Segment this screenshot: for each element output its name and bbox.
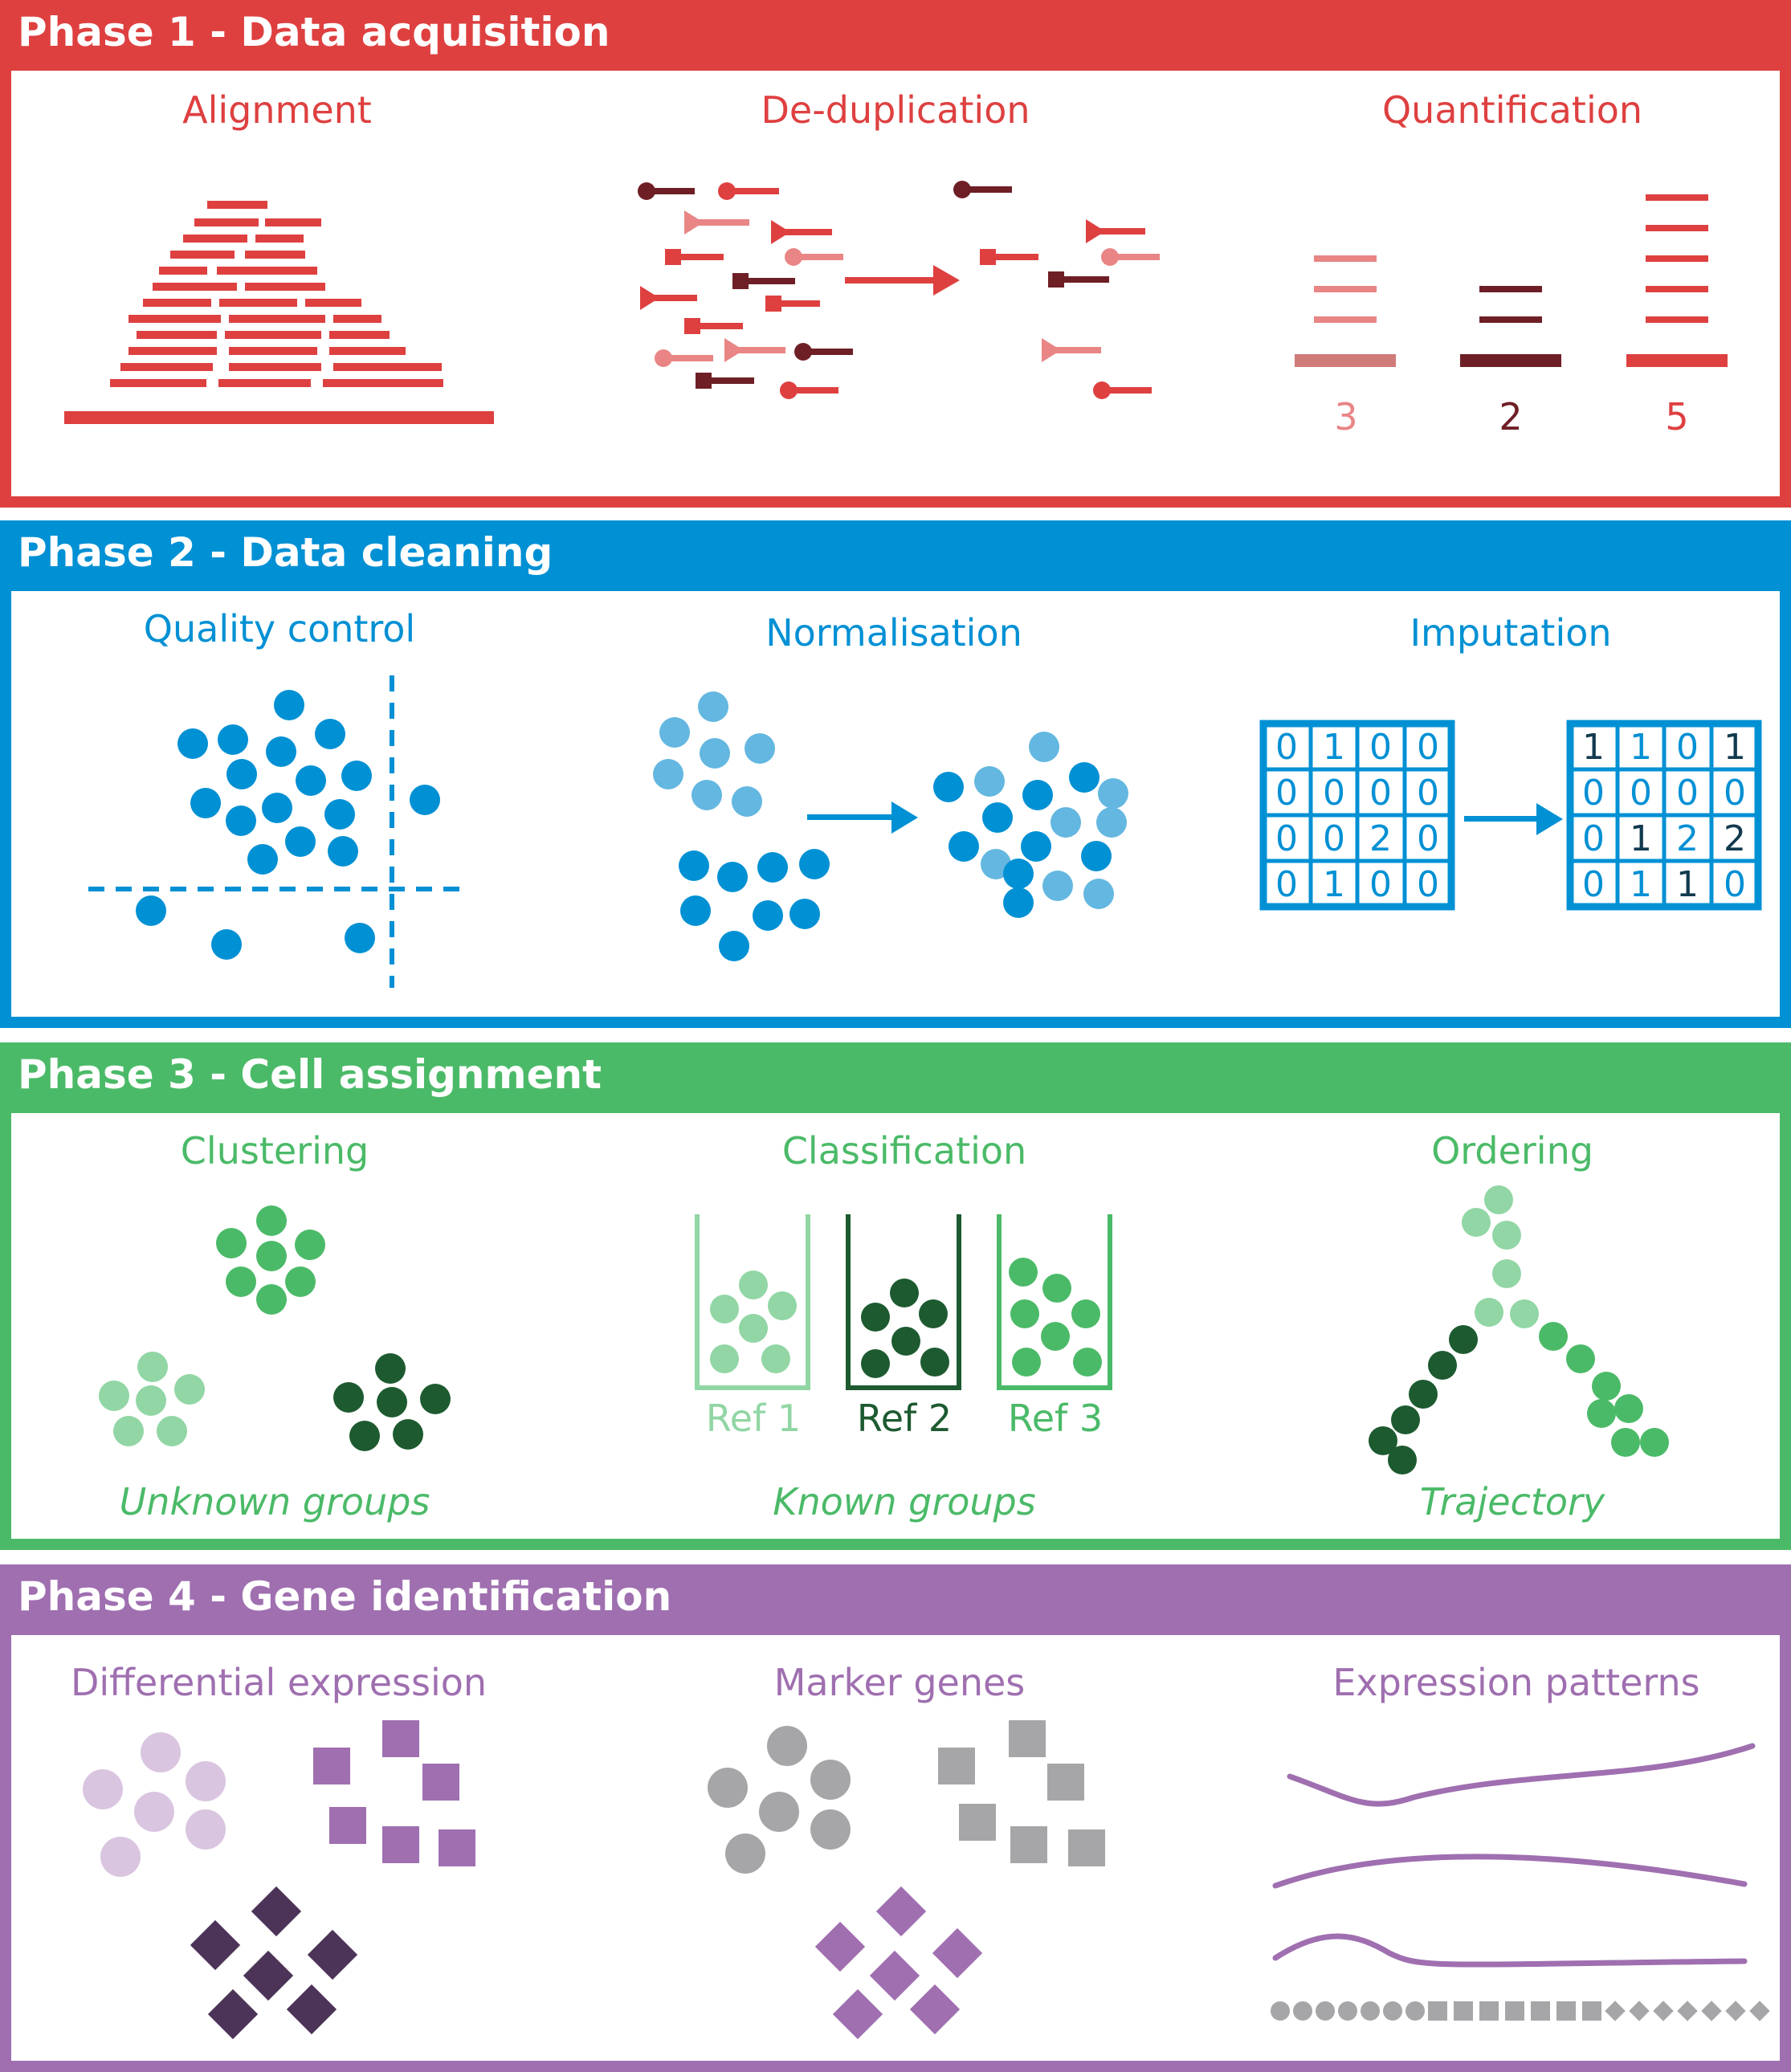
cell-a-0-0: 1 [1582, 727, 1605, 768]
count-3-label: 5 [1665, 395, 1688, 438]
cell-b-3-2: 0 [1369, 864, 1392, 905]
cluster-dark [333, 1353, 451, 1451]
step-clustering-label: Clustering [180, 1129, 369, 1173]
phase-3-panel: Phase 3 - Cell assignment Clustering Cla… [0, 1042, 1791, 1550]
cell-a-3-3: 0 [1724, 864, 1746, 905]
count-2-label: 2 [1499, 395, 1522, 438]
classification-bin-2 [846, 1214, 961, 1390]
marker-squares [938, 1720, 1105, 1866]
ref-2-label: Ref 2 [857, 1397, 952, 1440]
cell-b-0-2: 0 [1369, 727, 1392, 768]
cell-a-1-2: 0 [1676, 773, 1699, 814]
step-deduplication-label: De-duplication [761, 88, 1030, 132]
quantification-stack-1 [1295, 255, 1396, 367]
trajectory-left-branch [1369, 1325, 1478, 1474]
cluster-medium [216, 1205, 325, 1315]
deduplication-reads-before [638, 182, 853, 399]
cell-a-0-1: 1 [1630, 727, 1652, 768]
cell-a-3-0: 0 [1582, 864, 1605, 905]
step-marker-genes-label: Marker genes [773, 1661, 1026, 1704]
count-1-label: 3 [1334, 395, 1357, 438]
classification-bin-3 [997, 1214, 1112, 1390]
quantification-stack-3 [1626, 194, 1728, 367]
ref-1-label: Ref 1 [706, 1397, 801, 1440]
phase-1-panel: Phase 1 - Data acquisition Alignment De-… [0, 0, 1791, 508]
cell-a-2-3: 2 [1724, 818, 1746, 859]
imputation-after-values: 1 1 0 1 0 0 0 0 0 1 2 2 0 1 1 0 [1582, 727, 1746, 905]
cell-a-2-0: 0 [1582, 818, 1605, 859]
cell-b-1-1: 0 [1323, 773, 1345, 814]
de-circles-light [83, 1732, 226, 1877]
phase-3-title: Phase 3 - Cell assignment [18, 1051, 602, 1098]
normalisation-arrow [807, 801, 918, 834]
step-imputation-label: Imputation [1410, 611, 1612, 655]
cell-b-1-2: 0 [1369, 773, 1392, 814]
ref-3-label: Ref 3 [1008, 1397, 1103, 1440]
cell-b-2-2: 2 [1369, 818, 1392, 859]
marker-circles [708, 1726, 851, 1874]
trajectory-right-branch [1539, 1322, 1669, 1457]
normalisation-before [653, 691, 830, 961]
normalisation-after [933, 732, 1128, 918]
cell-b-0-0: 0 [1275, 727, 1298, 768]
alignment-pileup [64, 201, 494, 424]
step-differential-expression-label: Differential expression [70, 1661, 488, 1704]
cell-b-2-3: 0 [1417, 818, 1439, 859]
step-ordering-label: Ordering [1431, 1129, 1593, 1173]
quantification-stack-2 [1460, 286, 1561, 367]
cell-a-2-1: 1 [1630, 818, 1652, 859]
quality-control-scatter [136, 690, 440, 960]
trajectory-stem [1462, 1185, 1539, 1328]
cell-b-3-0: 0 [1275, 864, 1298, 905]
marker-diamonds [814, 1886, 983, 2040]
cell-b-1-3: 0 [1417, 773, 1439, 814]
cell-b-1-0: 0 [1275, 773, 1298, 814]
step-quality-control-label: Quality control [143, 607, 416, 651]
cell-a-3-2: 1 [1676, 864, 1699, 905]
phase-2-title: Phase 2 - Data cleaning [18, 529, 553, 576]
caption-known-groups: Known groups [773, 1480, 1036, 1523]
cell-b-3-3: 0 [1417, 864, 1439, 905]
cell-a-1-1: 0 [1630, 773, 1652, 814]
de-squares [313, 1720, 475, 1866]
cell-a-0-2: 0 [1676, 727, 1699, 768]
step-quantification-label: Quantification [1381, 88, 1643, 132]
imputation-matrix-after [1566, 720, 1762, 911]
quality-control-thresholds [88, 675, 470, 988]
phase-3-illustrations: Ref 1 Ref 2 Ref 3 [99, 1185, 1669, 1474]
step-classification-label: Classification [781, 1129, 1027, 1173]
cell-a-0-3: 1 [1724, 727, 1746, 768]
deduplication-arrow [845, 265, 960, 296]
phase-2-illustrations: 0 1 0 0 0 0 0 0 0 0 2 0 0 1 0 0 1 1 [88, 675, 1762, 988]
phase-1-illustrations: 3 2 5 [64, 181, 1728, 438]
classification-bin-1 [695, 1214, 810, 1390]
phase-4-illustrations [83, 1720, 1770, 2040]
caption-unknown-groups: Unknown groups [119, 1480, 430, 1523]
cell-a-1-0: 0 [1582, 773, 1605, 814]
phase-4-panel: Phase 4 - Gene identification Differenti… [0, 1564, 1791, 2072]
cluster-light [99, 1352, 205, 1446]
de-diamonds [190, 1886, 358, 2040]
cell-b-0-3: 0 [1417, 727, 1439, 768]
step-expression-patterns-label: Expression patterns [1332, 1661, 1700, 1704]
step-alignment-label: Alignment [182, 88, 372, 132]
cell-a-2-2: 2 [1676, 818, 1699, 859]
cell-b-0-1: 1 [1323, 727, 1345, 768]
cell-a-1-3: 0 [1724, 773, 1746, 814]
imputation-matrix-before [1259, 720, 1455, 911]
imputation-before-values: 0 1 0 0 0 0 0 0 0 0 2 0 0 1 0 0 [1275, 727, 1439, 905]
cell-a-3-1: 1 [1630, 864, 1652, 905]
deduplication-reads-after [953, 181, 1160, 399]
cell-b-2-0: 0 [1275, 818, 1298, 859]
phase-4-title: Phase 4 - Gene identification [18, 1573, 672, 1620]
expression-pattern-lines [1272, 1743, 1756, 1968]
step-normalisation-label: Normalisation [765, 611, 1022, 655]
phase-2-panel: Phase 2 - Data cleaning Quality control … [0, 520, 1791, 1028]
cell-b-2-1: 0 [1323, 818, 1345, 859]
caption-trajectory: Trajectory [1419, 1480, 1605, 1523]
imputation-arrow [1464, 803, 1563, 835]
cell-b-3-1: 1 [1323, 864, 1345, 905]
phase-1-title: Phase 1 - Data acquisition [18, 9, 610, 55]
expression-pattern-markers [1271, 2001, 1770, 2021]
